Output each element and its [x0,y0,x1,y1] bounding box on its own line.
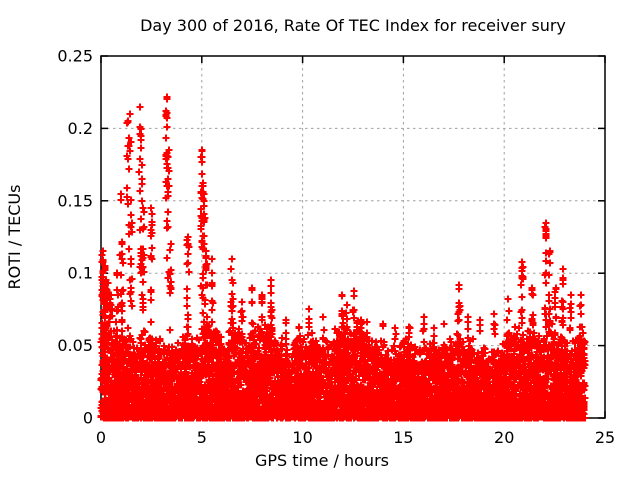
y-tick-label: 0.25 [57,47,93,66]
x-tick-label: 20 [494,428,514,447]
x-tick-label: 0 [96,428,106,447]
y-tick-label: 0.1 [68,264,93,283]
x-tick-label: 15 [393,428,413,447]
x-tick-label: 25 [595,428,615,447]
x-tick-label: 10 [292,428,312,447]
y-tick-label: 0 [83,409,93,428]
y-tick-labels: 0 0.05 0.1 0.15 0.2 0.25 [57,47,93,428]
y-tick-label: 0.15 [57,191,93,210]
x-tick-labels: 0 5 10 15 20 25 [96,428,615,447]
y-tick-label: 0.2 [68,119,93,138]
x-tick-label: 5 [197,428,207,447]
chart-title: Day 300 of 2016, Rate Of TEC Index for r… [140,16,566,35]
x-axis-label: GPS time / hours [255,451,389,470]
y-axis-label: ROTI / TECUs [5,185,24,290]
y-tick-label: 0.05 [57,336,93,355]
data-point-cloud [97,93,589,422]
